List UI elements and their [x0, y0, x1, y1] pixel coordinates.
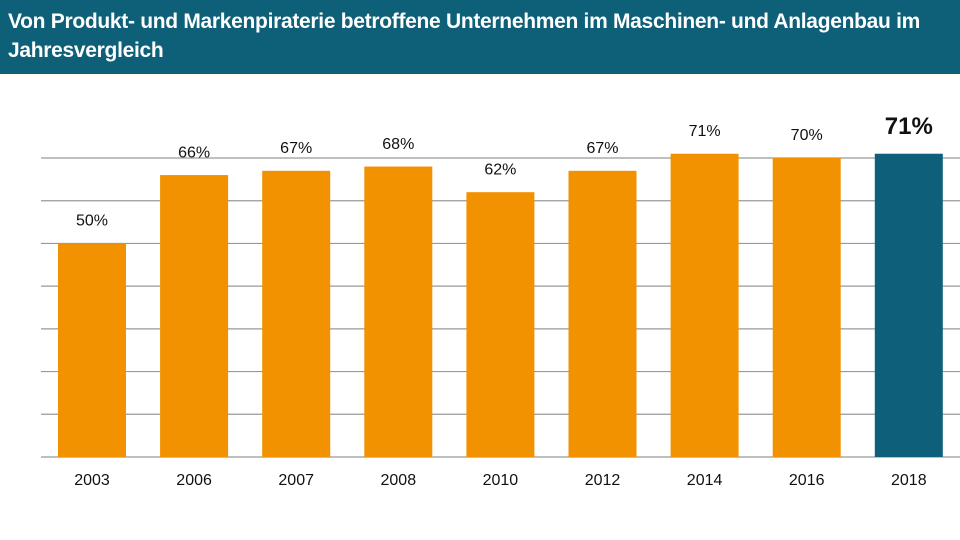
x-tick-label: 2007 — [278, 472, 314, 489]
x-tick-label: 2016 — [789, 472, 825, 489]
x-tick-label: 2010 — [483, 472, 519, 489]
bar — [670, 153, 739, 457]
value-label: 70% — [791, 127, 823, 144]
value-label: 50% — [76, 213, 108, 230]
x-tick-label: 2006 — [176, 472, 212, 489]
value-label: 62% — [484, 161, 516, 178]
x-tick-label: 2014 — [687, 472, 723, 489]
value-label: 71% — [885, 113, 933, 140]
bar — [364, 166, 433, 458]
value-label: 68% — [382, 136, 414, 153]
bar — [160, 175, 229, 458]
value-label: 67% — [280, 140, 312, 157]
bar — [874, 153, 943, 457]
value-label: 66% — [178, 144, 210, 161]
bar — [772, 158, 841, 457]
value-label: 67% — [586, 140, 618, 157]
x-tick-label: 2003 — [74, 472, 110, 489]
x-tick-label: 2008 — [381, 472, 417, 489]
bar — [466, 192, 535, 457]
bar — [568, 170, 637, 458]
x-tick-label: 2018 — [891, 472, 927, 489]
bar — [262, 170, 331, 458]
chart-title: Von Produkt- und Markenpiraterie betroff… — [0, 0, 960, 74]
value-label: 71% — [689, 123, 721, 140]
x-tick-label: 2012 — [585, 472, 621, 489]
bar — [58, 243, 126, 457]
